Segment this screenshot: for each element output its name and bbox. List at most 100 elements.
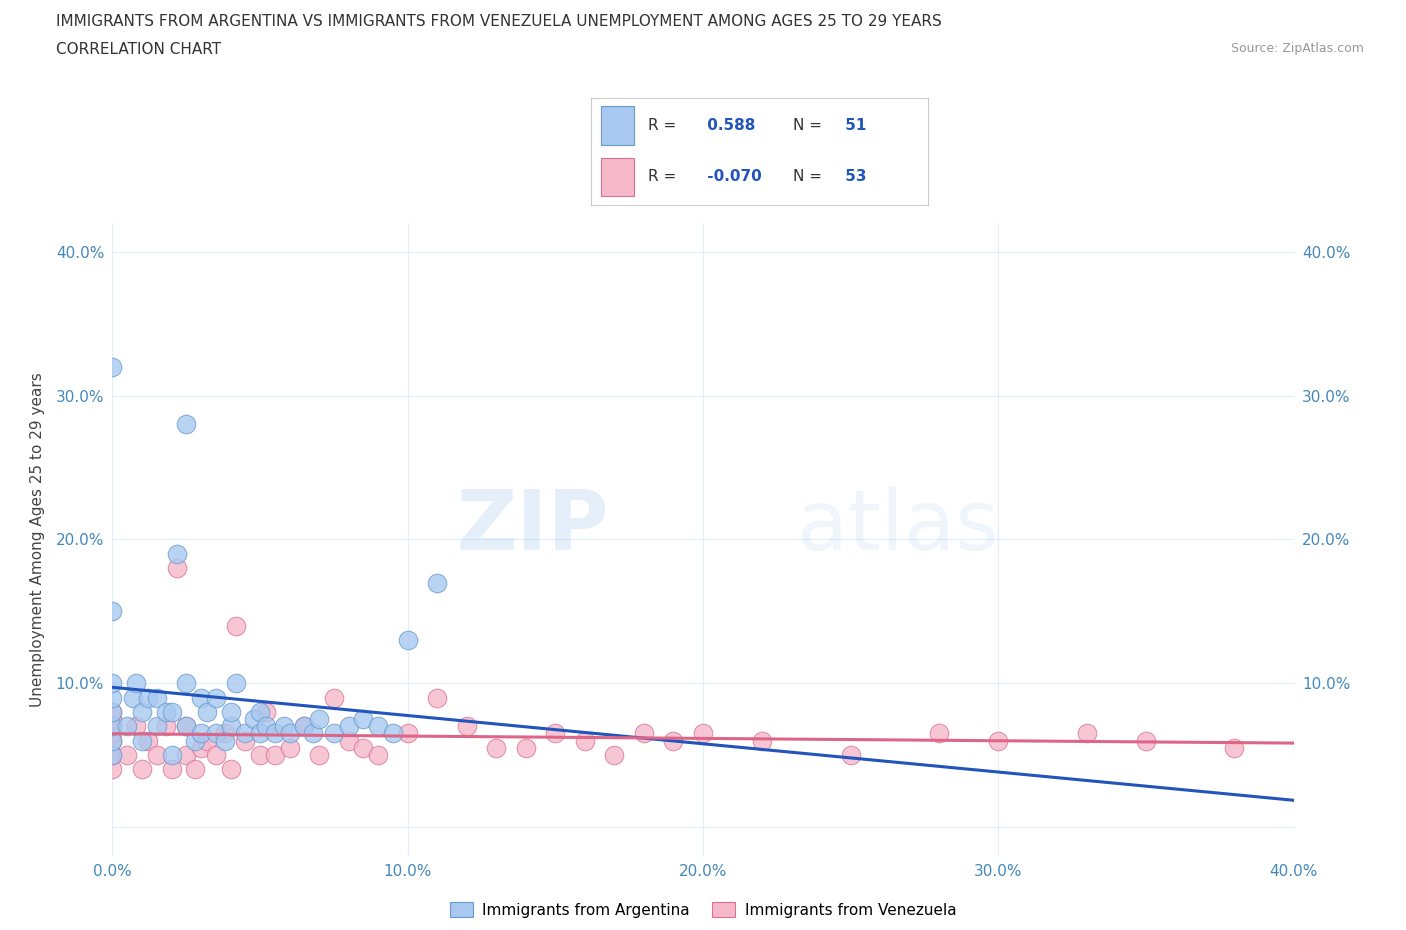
Point: [101, 748, 124, 763]
Point: [382, 726, 405, 741]
Point: [337, 719, 360, 734]
Point: [136, 690, 159, 705]
Point: [205, 690, 228, 705]
Point: [101, 719, 124, 734]
Text: N =: N =: [793, 118, 823, 133]
Point: [367, 748, 389, 763]
Point: [101, 704, 124, 719]
Point: [308, 748, 330, 763]
Point: [190, 690, 212, 705]
Point: [101, 704, 124, 719]
Bar: [600, 106, 634, 145]
Point: [292, 719, 315, 734]
Point: [1076, 726, 1098, 741]
Point: [136, 733, 159, 748]
Point: [101, 748, 124, 763]
Point: [426, 690, 449, 705]
Text: ZIP: ZIP: [456, 486, 609, 567]
Point: [249, 704, 271, 719]
Text: 51: 51: [841, 118, 866, 133]
Point: [214, 726, 236, 741]
Point: [160, 748, 183, 763]
Point: [225, 618, 247, 633]
Point: [243, 711, 266, 726]
Text: R =: R =: [648, 118, 676, 133]
Point: [225, 676, 247, 691]
Point: [117, 748, 138, 763]
Point: [233, 726, 256, 741]
Point: [273, 719, 295, 734]
Point: [302, 726, 325, 741]
Point: [117, 719, 138, 734]
Point: [633, 726, 655, 741]
Point: [485, 740, 508, 755]
Point: [214, 733, 236, 748]
Point: [101, 690, 124, 705]
Point: [308, 711, 330, 726]
Point: [101, 719, 124, 734]
Text: IMMIGRANTS FROM ARGENTINA VS IMMIGRANTS FROM VENEZUELA UNEMPLOYMENT AMONG AGES 2: IMMIGRANTS FROM ARGENTINA VS IMMIGRANTS …: [56, 14, 942, 29]
Point: [839, 748, 862, 763]
Point: [101, 733, 124, 748]
Point: [131, 762, 153, 777]
Legend: Immigrants from Argentina, Immigrants from Venezuela: Immigrants from Argentina, Immigrants fr…: [444, 897, 962, 923]
Text: 0.588: 0.588: [702, 118, 755, 133]
Text: N =: N =: [793, 169, 823, 184]
Point: [174, 719, 197, 734]
Point: [174, 719, 197, 734]
Point: [1223, 740, 1246, 755]
Point: [544, 726, 567, 741]
Point: [219, 719, 242, 734]
Point: [155, 704, 177, 719]
Point: [249, 748, 271, 763]
Point: [195, 733, 218, 748]
Point: [337, 733, 360, 748]
Text: R =: R =: [648, 169, 676, 184]
Point: [205, 748, 228, 763]
Point: [195, 704, 218, 719]
Point: [101, 726, 124, 741]
Point: [352, 711, 374, 726]
Text: 53: 53: [841, 169, 866, 184]
Point: [396, 726, 419, 741]
Point: [219, 704, 242, 719]
Point: [254, 704, 277, 719]
Point: [264, 726, 287, 741]
Point: [131, 704, 153, 719]
Text: atlas: atlas: [797, 486, 1000, 567]
Point: [101, 711, 124, 726]
Point: [278, 726, 301, 741]
Point: [166, 561, 188, 576]
Point: [692, 726, 714, 741]
Point: [190, 726, 212, 741]
Point: [166, 546, 188, 561]
Text: -0.070: -0.070: [702, 169, 762, 184]
Point: [219, 762, 242, 777]
Point: [155, 719, 177, 734]
Point: [146, 719, 169, 734]
Point: [146, 748, 169, 763]
Point: [160, 762, 183, 777]
Point: [205, 726, 228, 741]
Point: [574, 733, 596, 748]
Point: [396, 632, 419, 647]
Bar: [600, 157, 634, 196]
Point: [987, 733, 1010, 748]
Point: [184, 762, 207, 777]
Point: [603, 748, 626, 763]
Point: [174, 676, 197, 691]
Point: [367, 719, 389, 734]
Point: [125, 676, 148, 691]
Point: [160, 704, 183, 719]
Point: [278, 740, 301, 755]
Point: [101, 733, 124, 748]
Point: [184, 733, 207, 748]
Point: [292, 719, 315, 734]
Point: [928, 726, 950, 741]
Point: [101, 676, 124, 691]
Point: [515, 740, 537, 755]
Point: [101, 762, 124, 777]
Point: [751, 733, 773, 748]
Point: [101, 604, 124, 618]
Point: [264, 748, 287, 763]
